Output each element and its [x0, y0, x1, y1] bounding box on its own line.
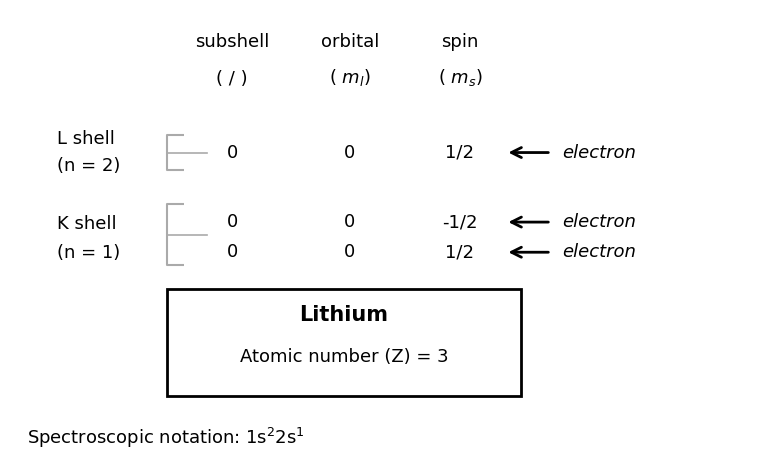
Text: ( / ): ( / )	[217, 70, 248, 88]
Text: 0: 0	[344, 143, 356, 161]
Text: 1/2: 1/2	[445, 243, 475, 261]
Text: Spectroscopic notation: 1s$^2$2s$^1$: Spectroscopic notation: 1s$^2$2s$^1$	[27, 426, 305, 450]
Text: Atomic number (Z) = 3: Atomic number (Z) = 3	[240, 347, 449, 365]
Text: ( $\it{m}_s$): ( $\it{m}_s$)	[438, 67, 482, 88]
Text: spin: spin	[442, 33, 478, 51]
Text: 0: 0	[227, 213, 237, 231]
Text: electron: electron	[562, 243, 637, 261]
Text: 1/2: 1/2	[445, 143, 475, 161]
Text: electron: electron	[562, 213, 637, 231]
Text: subshell: subshell	[195, 33, 270, 51]
Text: -1/2: -1/2	[442, 213, 478, 231]
Text: 0: 0	[227, 243, 237, 261]
Text: orbital: orbital	[320, 33, 379, 51]
Text: (n = 2): (n = 2)	[58, 158, 121, 176]
Text: K shell: K shell	[58, 215, 117, 234]
Text: (n = 1): (n = 1)	[58, 244, 121, 262]
Text: L shell: L shell	[58, 130, 115, 148]
Text: electron: electron	[562, 143, 637, 161]
Text: ( $\it{m}_l$): ( $\it{m}_l$)	[329, 67, 371, 88]
Text: Lithium: Lithium	[300, 305, 389, 325]
Bar	[167, 289, 521, 396]
Text: 0: 0	[227, 143, 237, 161]
Text: 0: 0	[344, 213, 356, 231]
Text: 0: 0	[344, 243, 356, 261]
